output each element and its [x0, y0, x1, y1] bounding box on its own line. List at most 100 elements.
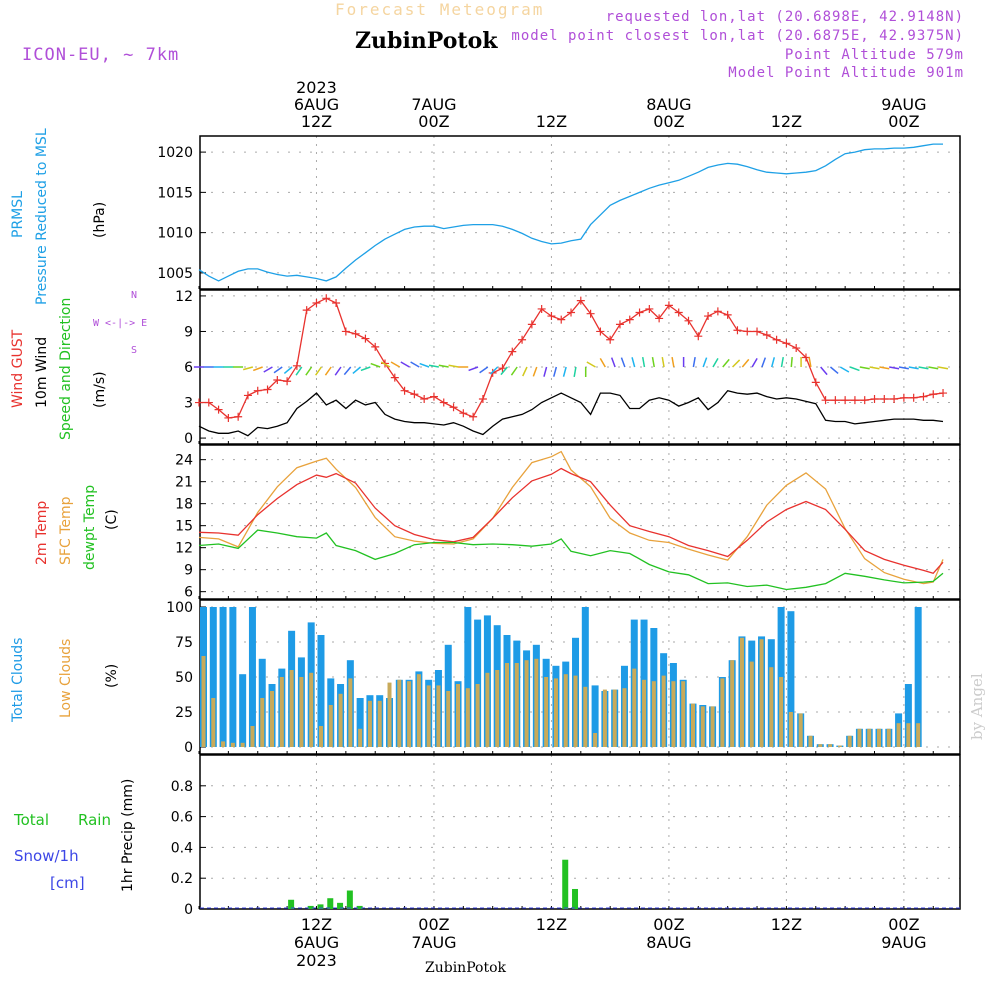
low-cloud-bar: [808, 735, 813, 747]
y-tick-label: 18: [175, 497, 193, 513]
gust-point: [224, 413, 233, 422]
gust-point: [243, 391, 252, 400]
wind-arrow: [928, 366, 939, 370]
gust-point: [302, 306, 311, 315]
gust-point: [283, 377, 292, 386]
gust-point: [361, 334, 370, 343]
low-cloud-bar: [847, 735, 852, 747]
gust-point: [547, 312, 556, 321]
low-cloud-bar: [671, 681, 676, 747]
wind-arrow: [879, 366, 890, 370]
low-cloud-bar: [661, 675, 666, 747]
top-axis-label: 6AUG: [294, 95, 339, 114]
low-cloud-bar: [857, 728, 862, 747]
wind-arrow: [918, 366, 929, 370]
wind-arrow: [380, 361, 391, 368]
total-cloud-bar: [464, 607, 472, 747]
low-cloud-bar: [289, 670, 294, 747]
wind-arrow: [419, 362, 430, 368]
wind-arrow: [532, 366, 538, 377]
bottom-axis-label: 2023: [296, 951, 337, 970]
gust-point: [939, 389, 948, 398]
wind-arrow: [479, 366, 489, 374]
gust-point: [723, 310, 732, 319]
y-tick-label: 24: [175, 453, 193, 469]
gust-point: [518, 335, 527, 344]
rain-bar: [562, 859, 569, 909]
bottom-axis-label: 6AUG: [294, 933, 339, 952]
low-cloud-bar: [573, 675, 578, 747]
low-cloud-bar: [201, 656, 206, 747]
gust-point: [929, 390, 938, 399]
gust-point: [332, 299, 341, 308]
y-tick-label: 1005: [157, 266, 193, 282]
low-cloud-bar: [377, 700, 382, 747]
low-cloud-bar: [632, 668, 637, 747]
y-tick-label: 0: [184, 431, 193, 447]
closest-coords: model point closest lon,lat (20.6875E, 4…: [511, 28, 964, 44]
gust-point: [674, 308, 683, 317]
low-cloud-bar: [788, 712, 793, 747]
bottom-axis-label: 12Z: [771, 915, 802, 934]
low-cloud-bar: [583, 686, 588, 747]
gust-point: [449, 403, 458, 412]
low-cloud-bar: [553, 678, 558, 747]
wind-arrow: [671, 357, 675, 368]
top-axis-label: 2023: [296, 78, 337, 97]
gust-point: [909, 393, 918, 402]
gust-point: [420, 394, 429, 403]
wind-arrow: [295, 366, 303, 376]
gust-point: [655, 314, 664, 323]
total-cloud-bar: [474, 619, 482, 747]
wind-arrow: [352, 366, 362, 375]
gust-point: [478, 394, 487, 403]
gust-point: [273, 376, 282, 385]
bottom-axis-label: 12Z: [536, 915, 567, 934]
gust-point: [821, 396, 830, 405]
low-cloud-bar: [328, 705, 333, 747]
wind-arrow: [543, 366, 548, 377]
gust-point: [351, 329, 360, 338]
rain-bar: [337, 902, 344, 909]
gust-point: [645, 304, 654, 313]
y-tick-label: 0.6: [171, 810, 193, 826]
gust-point: [567, 308, 576, 317]
low-cloud-bar: [877, 728, 882, 747]
low-cloud-bar: [397, 679, 402, 747]
wind-arrow: [360, 366, 371, 372]
chart-title: Forecast Meteogram: [335, 0, 545, 19]
y-tick-label: 75: [175, 635, 193, 651]
compass-row: W <-|-> E: [93, 318, 148, 329]
gust-point: [850, 396, 859, 405]
gust-point: [557, 315, 566, 324]
wind-arrow: [889, 366, 900, 370]
low-cloud-bar: [544, 677, 549, 747]
low-cloud-bar: [387, 682, 392, 747]
wind-arrow: [908, 366, 919, 370]
location-title: ZubinPotok: [355, 28, 498, 54]
top-axis-label: 12Z: [771, 112, 802, 131]
low-cloud-bar: [358, 728, 363, 747]
low-cloud-bar: [916, 723, 921, 747]
low-cloud-bar: [593, 733, 598, 747]
wind-arrow: [410, 361, 420, 368]
wind-arrow: [620, 357, 626, 368]
gust-point: [400, 386, 409, 395]
wind-arrow: [770, 357, 776, 368]
gust-point: [322, 294, 331, 303]
bottom-axis-label: 00Z: [888, 915, 919, 934]
gust-point: [586, 309, 595, 318]
wind-arrow: [553, 366, 558, 377]
wind-arrow: [500, 366, 508, 376]
y-tick-label: 50: [175, 670, 193, 686]
y-tick-label: 0: [184, 740, 193, 756]
wind-arrow: [448, 364, 459, 368]
wind-arrow: [869, 366, 880, 370]
bottom-axis-label: 7AUG: [411, 933, 456, 952]
sfc-temp-line: [198, 450, 944, 585]
wind-arrow: [820, 366, 828, 376]
model-label: ICON-EU, ~ 7km: [22, 45, 180, 65]
low-cloud-bar: [681, 681, 686, 747]
low-cloud-bar: [779, 677, 784, 747]
low-cloud-bar: [240, 742, 245, 747]
